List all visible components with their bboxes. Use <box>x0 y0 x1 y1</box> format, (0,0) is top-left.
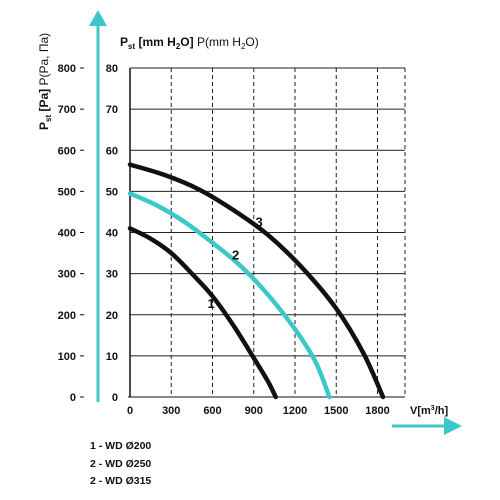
y-tick-label-mm: 20 <box>106 310 118 322</box>
x-tick-label: 1500 <box>324 405 348 417</box>
series-line-3 <box>127 162 386 400</box>
x-axis-label: V[m3/h] <box>410 405 448 417</box>
y-tick-label-mm: 60 <box>106 145 118 157</box>
y-tick-label-pa: 100 <box>58 351 76 363</box>
y-tick-label-mm: 70 <box>106 104 118 116</box>
series: 1 2 3 <box>127 162 386 400</box>
y-tick-label-pa: 200 <box>58 310 76 322</box>
x-tick-label: 900 <box>245 405 263 417</box>
y-tick-label-pa: 600 <box>58 145 76 157</box>
y-tick-label-pa: 0 <box>70 392 76 404</box>
y-tick-label-pa: 400 <box>58 228 76 240</box>
x-tick-label: 1200 <box>283 405 307 417</box>
legend-item-2: 2 - WD Ø250 <box>90 457 152 470</box>
legend: 1 - WD Ø200 2 - WD Ø250 2 - WD Ø315 <box>90 438 151 491</box>
y-arrow-head-icon <box>89 10 107 26</box>
y-axis-label-left: Pst [Pa] P(Pa, Па) <box>37 33 53 130</box>
y-tick-label-pa: 800 <box>58 63 76 75</box>
y-tick-label-mm: 50 <box>106 186 118 198</box>
x-tick-label: 1800 <box>365 405 389 417</box>
x-tick-label: 0 <box>127 405 133 417</box>
series-line-1 <box>127 226 278 400</box>
y-tick-label-mm: 80 <box>106 63 118 75</box>
legend-item-3: 2 - WD Ø315 <box>90 475 152 487</box>
x-tick-label: 600 <box>203 405 221 417</box>
y-tick-label-mm: 40 <box>106 228 118 240</box>
y-tick-label-mm: 30 <box>106 269 118 281</box>
y-tick-label-pa: 700 <box>58 104 76 116</box>
legend-item-1: 1 - WD Ø200 <box>90 440 152 452</box>
series-line-2 <box>127 191 332 400</box>
series-label-1: 1 <box>208 296 215 311</box>
x-arrow-head-icon <box>444 417 462 435</box>
series-label-3: 3 <box>256 215 263 230</box>
y-tick-label-pa: 300 <box>58 269 76 281</box>
labels: Pst [mm H2O] P(mm H2O) Pst [Pa] P(Pa, Па… <box>37 33 448 417</box>
y-tick-label-mm: 10 <box>106 351 118 363</box>
y-tick-label-pa: 500 <box>58 186 76 198</box>
y-tick-label-mm: 0 <box>112 392 118 404</box>
x-tick-label: 300 <box>162 405 180 417</box>
y-axis-label-right: Pst [mm H2O] P(mm H2O) <box>120 35 259 51</box>
series-label-2: 2 <box>232 247 239 262</box>
